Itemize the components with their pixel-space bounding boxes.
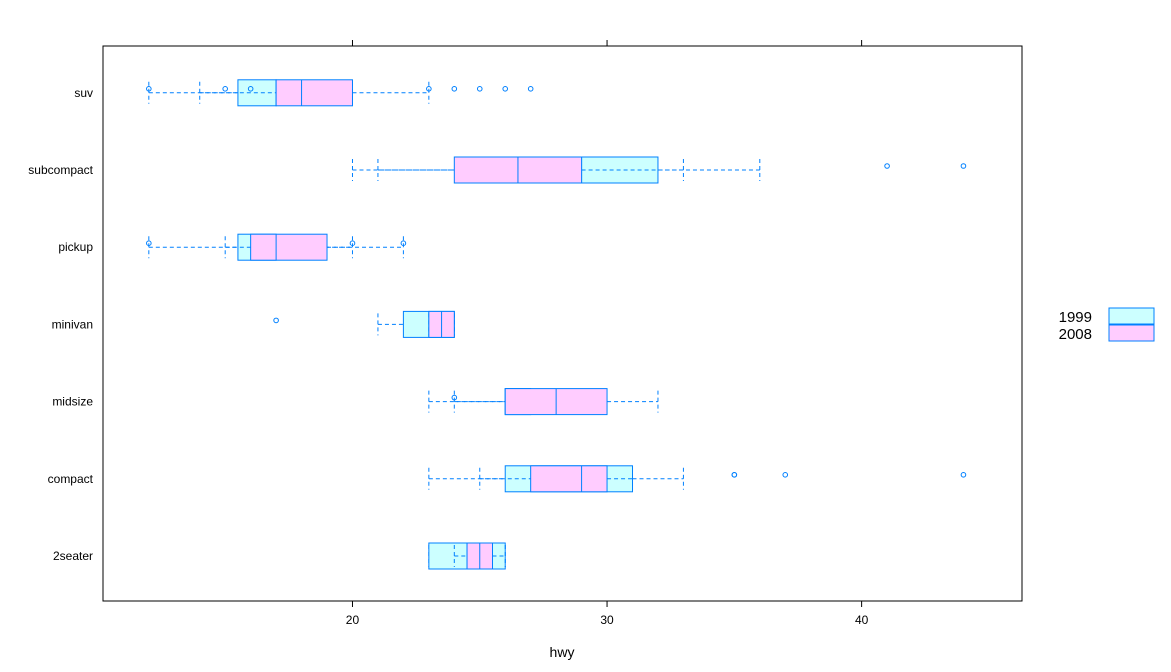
box-2008-suv <box>148 79 509 107</box>
outlier-point <box>502 86 509 92</box>
y-tick-label: pickup <box>58 240 93 254</box>
outlier-point <box>222 86 228 92</box>
legend-label: 1999 <box>1059 309 1092 326</box>
y-tick-label: suv <box>74 86 93 100</box>
outlier-point <box>451 86 458 92</box>
y-tick-label: midsize <box>52 395 93 409</box>
x-tick-label: 20 <box>346 613 360 627</box>
box-2008-midsize <box>428 388 659 416</box>
box-2008-subcompact <box>351 156 684 184</box>
legend-swatch <box>1108 324 1155 342</box>
box-1999-minivan <box>273 310 455 338</box>
outlier-point <box>782 472 789 478</box>
y-tick-label: subcompact <box>28 163 93 177</box>
outlier-point <box>273 317 279 324</box>
outlier-point <box>451 394 458 401</box>
box-2008-minivan <box>428 310 455 338</box>
y-axis: 2seater compact midsize minivan pickup subcom… <box>28 86 93 563</box>
panel-frame <box>102 45 1023 602</box>
x-axis: 20 30 40 <box>346 40 869 627</box>
outlier-point <box>960 472 967 478</box>
y-tick-label: compact <box>48 472 94 486</box>
y-tick-label: minivan <box>52 317 93 331</box>
outlier-point <box>247 86 254 92</box>
box-body <box>530 465 608 493</box>
box-body <box>250 233 328 261</box>
outlier-point <box>960 163 967 169</box>
outlier-point <box>476 86 483 92</box>
x-axis-title: hwy <box>550 644 575 660</box>
outlier-point <box>731 472 738 478</box>
box-2008-pickup <box>148 233 404 261</box>
outlier-point <box>884 163 890 169</box>
outlier-point <box>349 240 356 246</box>
x-tick-label: 40 <box>855 613 869 627</box>
plot-area <box>146 79 967 570</box>
y-tick-label: 2seater <box>53 549 93 563</box>
legend-label: 2008 <box>1059 326 1092 343</box>
box-2008-compact <box>479 465 738 493</box>
outlier-point <box>527 86 534 92</box>
x-tick-label: 30 <box>600 613 614 627</box>
legend-swatch <box>1108 307 1155 325</box>
box-2008-2seater <box>453 542 506 570</box>
box-body <box>275 79 353 107</box>
